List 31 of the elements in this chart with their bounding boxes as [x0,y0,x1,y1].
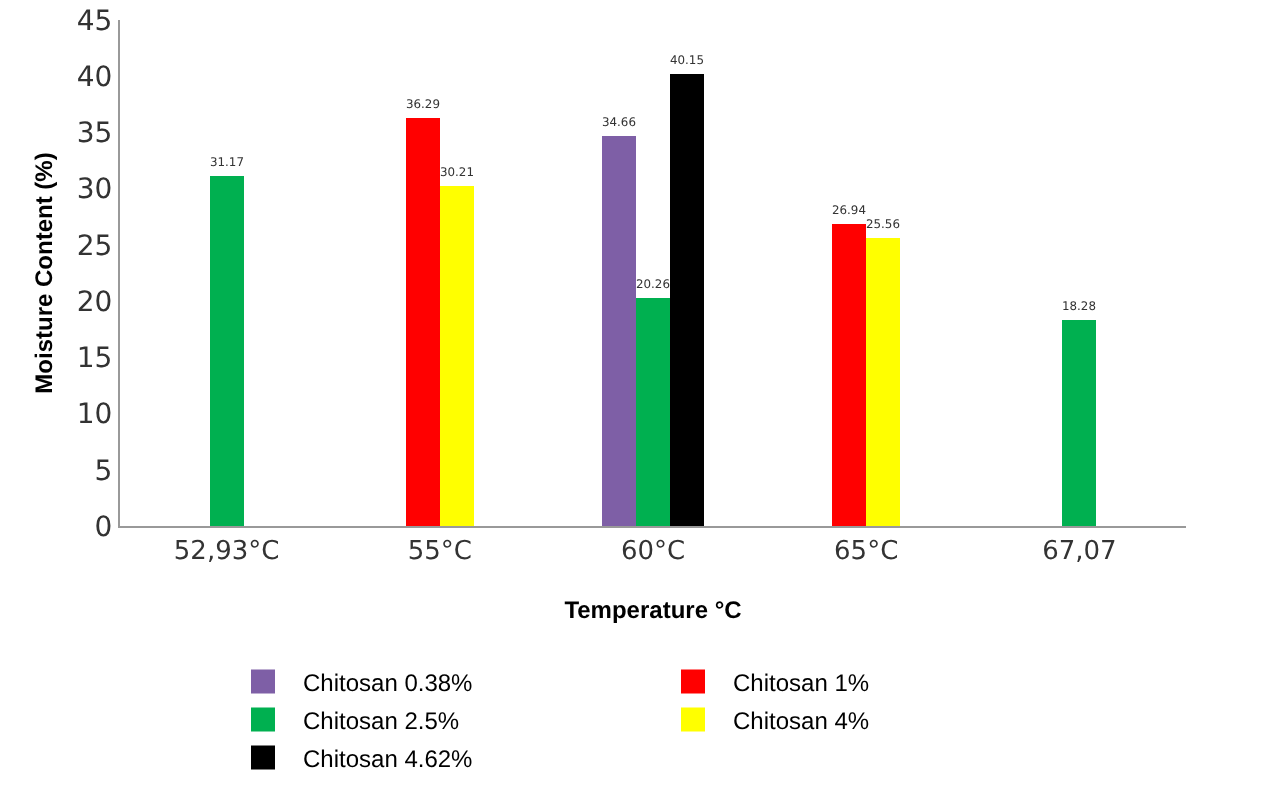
legend-label: Chitosan 1% [733,668,870,697]
bar [670,74,704,526]
legend-label: Chitosan 2.5% [303,706,460,735]
bar [440,186,474,526]
y-tick-label: 25 [76,230,113,263]
bar [866,238,900,526]
legend-label: Chitosan 0.38% [303,668,474,697]
y-tick-label: 20 [76,286,113,319]
y-tick-label: 15 [76,343,113,376]
x-axis-title: Temperature °C [564,596,743,624]
bar [210,176,244,526]
bar [636,298,670,526]
y-tick-label: 10 [76,399,113,432]
y-tick-label: 45 [76,5,113,38]
y-axis-title: Moisture Content (%) [30,152,58,394]
bar [406,118,440,526]
x-tick-label: 52,93°C [173,537,280,568]
x-tick-label: 65°C [834,537,899,568]
y-tick-label: 5 [94,455,113,488]
y-tick-label: 0 [94,511,113,544]
y-tick-label: 30 [76,174,113,207]
x-tick-label: 67,07 [1042,537,1117,568]
y-tick-label: 40 [76,62,113,95]
x-tick-label: 55°C [407,537,472,568]
legend-label: Chitosan 4% [733,706,870,735]
x-tick-label: 60°C [620,537,686,568]
bar [1062,320,1096,526]
legend-label: Chitosan 4.62% [303,744,474,773]
bar [832,224,866,526]
y-tick-label: 35 [76,118,113,151]
bar [602,136,636,526]
